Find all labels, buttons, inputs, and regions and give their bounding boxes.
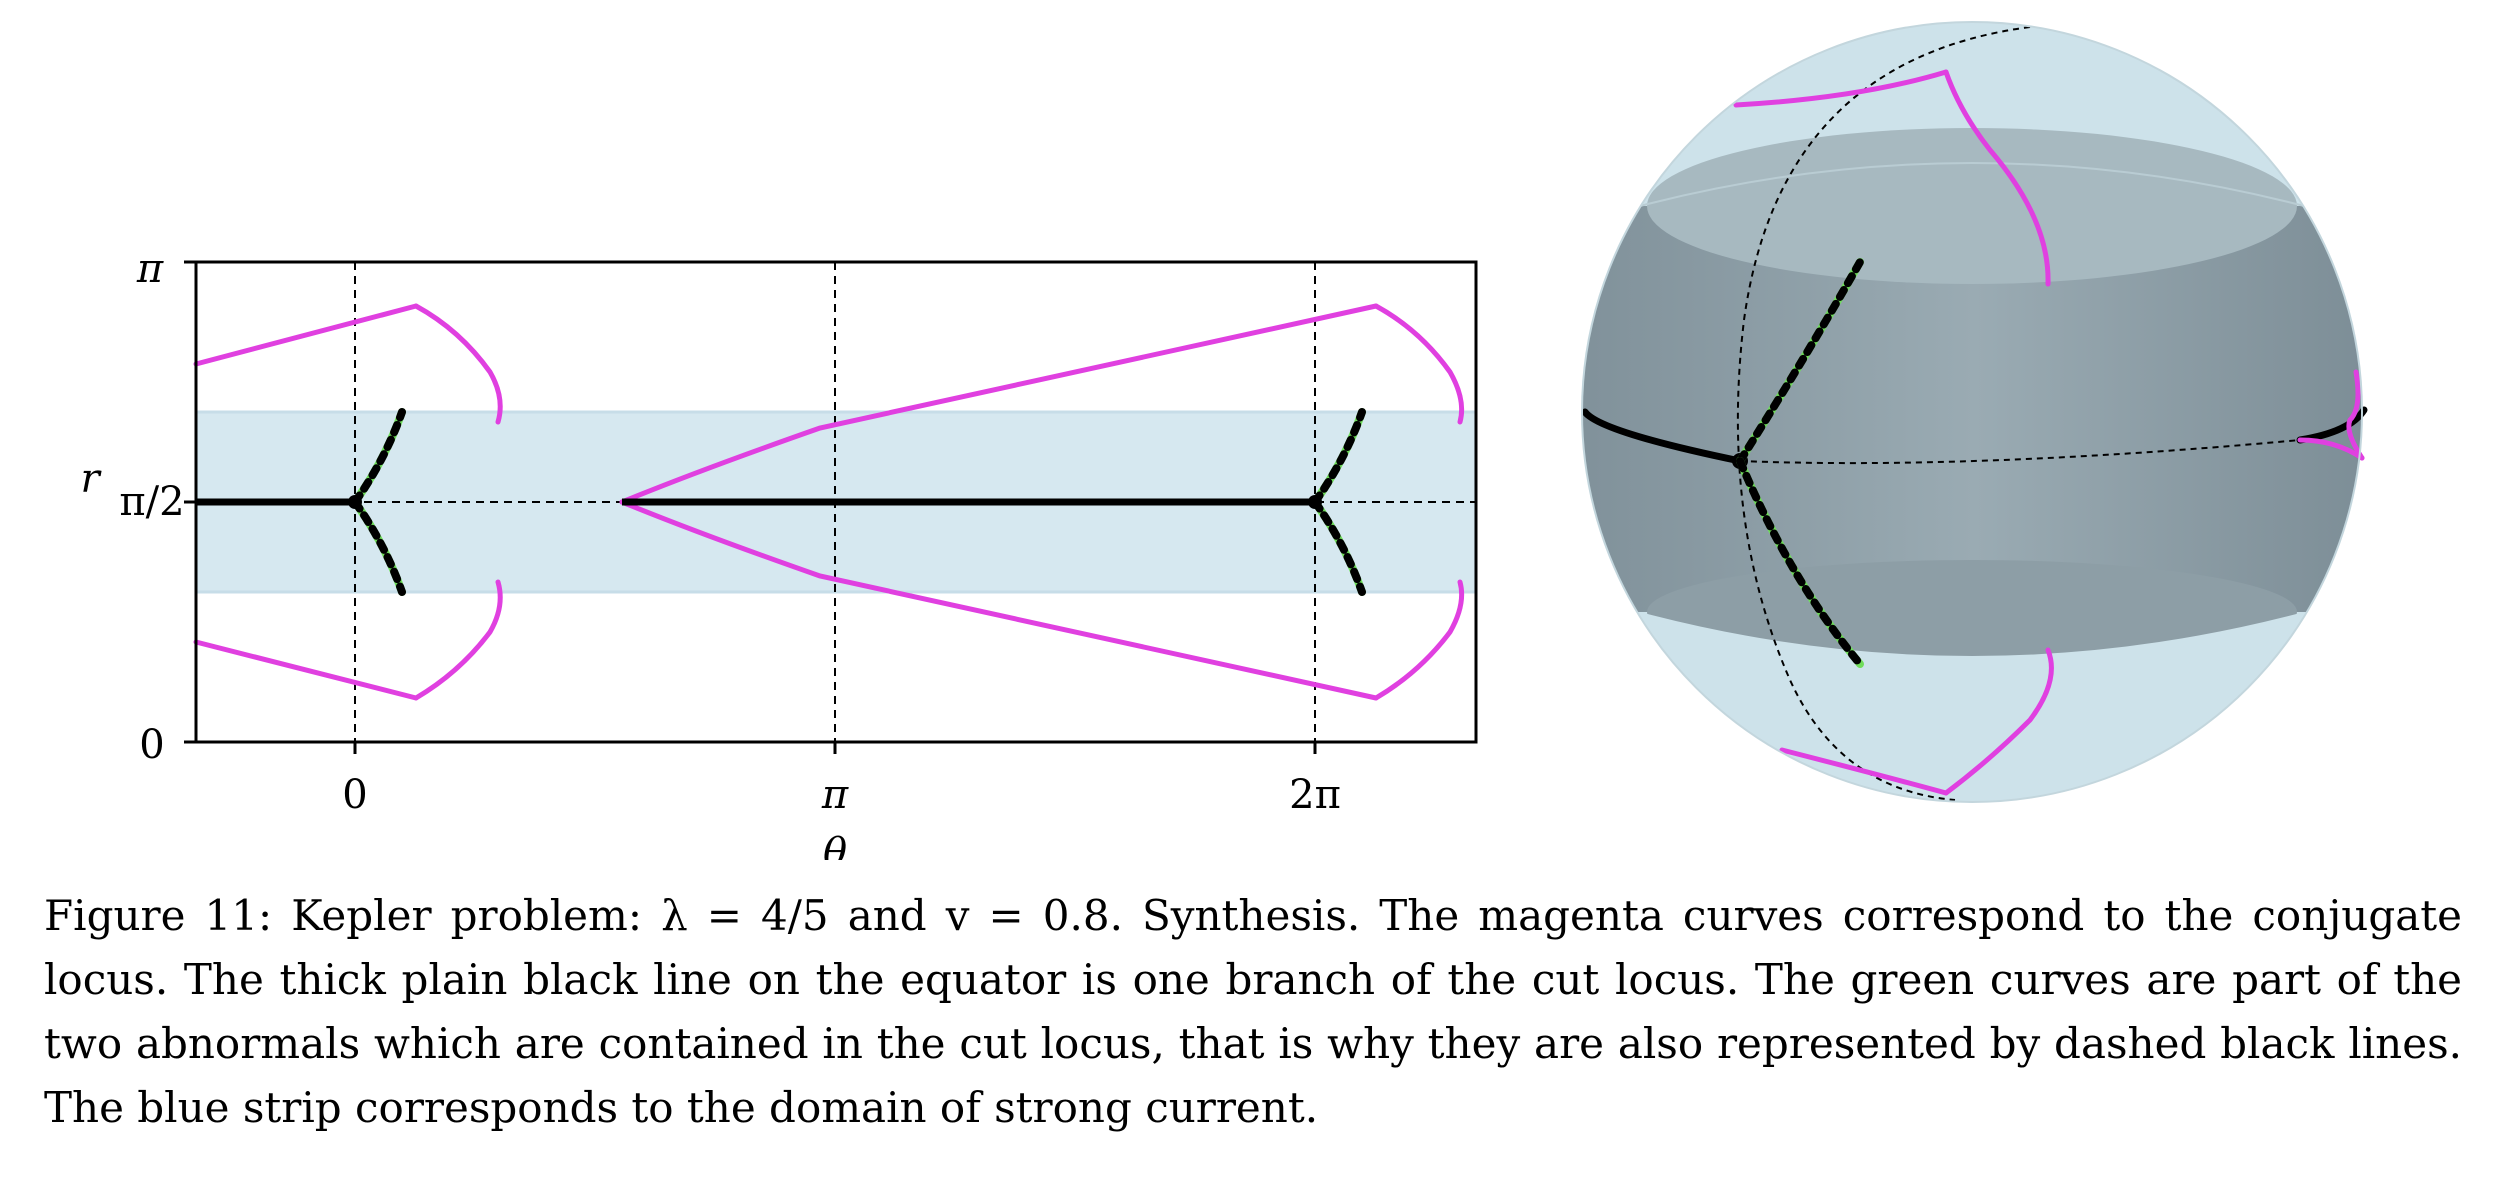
figure-11: π π/2 0 0 π 2π r θ [80,21,2368,860]
y-tick-pi-half: π/2 [119,479,184,525]
cut-point-left [348,495,362,509]
y-tick-pi: π [136,246,164,292]
sphere-abnormals [1736,258,1864,668]
axis-ticks [184,260,1317,754]
caption-label: Figure 11: [44,891,273,940]
y-axis-label: r [80,456,102,502]
sphere-conjugate-locus [1733,69,2365,796]
figure-caption: Figure 11: Kepler problem: λ = 4/5 and v… [44,884,2462,1140]
sphere [1581,21,2368,803]
band-top-ellipse [1647,128,2297,284]
caption-text: Kepler problem: λ = 4/5 and v = 0.8. Syn… [44,891,2463,1132]
sphere-guides [1736,26,2301,801]
conjugate-locus [193,303,1465,701]
sphere-outline [1581,21,2363,803]
x-tick-pi: π [821,772,849,818]
x-axis-label: θ [823,830,847,860]
left-plot: π π/2 0 0 π 2π r θ [80,246,1478,860]
x-tick-2pi: 2π [1289,772,1341,818]
x-tick-zero: 0 [342,772,367,818]
strong-current-band [1582,206,2362,612]
band-bottom-ellipse [1647,560,2297,664]
abnormals [351,408,1366,596]
y-tick-zero: 0 [139,722,164,768]
cut-point-right [1308,495,1322,509]
